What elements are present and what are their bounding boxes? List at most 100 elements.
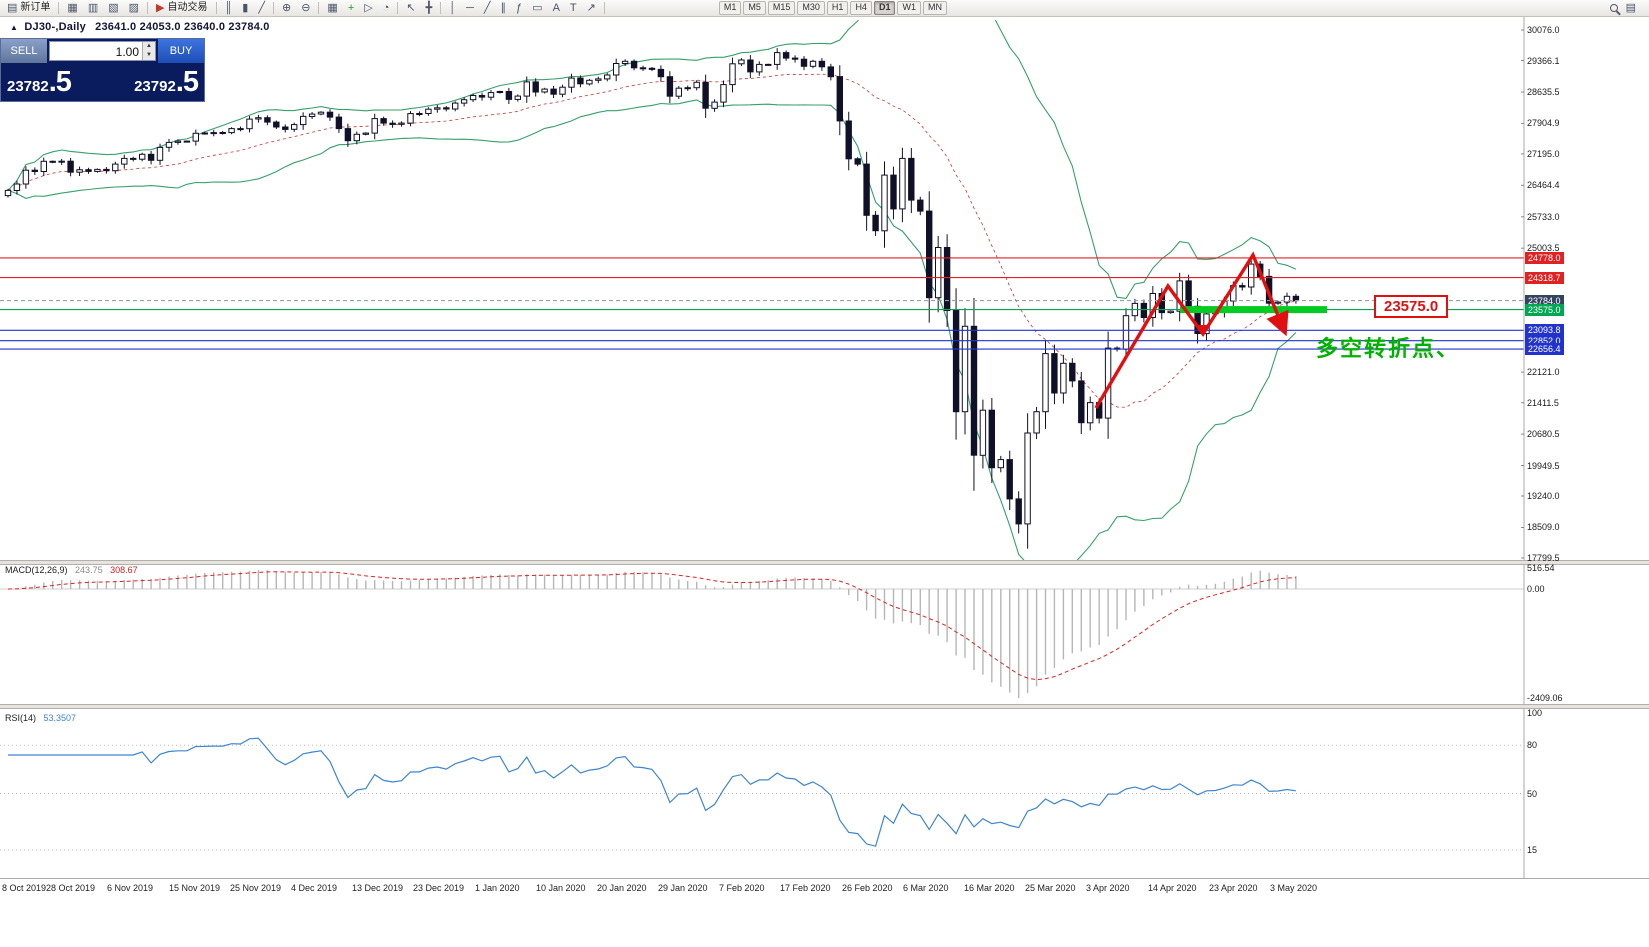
line-chart-icon: ╱ xyxy=(258,1,265,14)
zoom-out-icon: ⊖ xyxy=(301,1,311,14)
tf-h4[interactable]: H4 xyxy=(850,1,872,15)
arrow-tool-icon: ↗ xyxy=(586,1,596,14)
price-axis-label: 28635.5 xyxy=(1527,87,1560,97)
bar-chart-icon[interactable]: ║ xyxy=(221,1,237,16)
navigator-icon: ▧ xyxy=(108,1,119,14)
new-chart-icon[interactable]: + xyxy=(344,1,358,16)
turning-point-note: 多空转折点、 xyxy=(1316,336,1461,361)
date-axis-label: 1 Jan 2020 xyxy=(475,883,520,893)
date-axis-label: 3 Apr 2020 xyxy=(1086,883,1130,893)
support-highlight-bar[interactable] xyxy=(1180,306,1327,314)
chart-shift-icon[interactable]: ◔ xyxy=(379,1,394,16)
find-symbol-icon[interactable] xyxy=(1609,4,1618,12)
price-axis-label: 30076.0 xyxy=(1527,25,1560,35)
text-label-icon[interactable]: T xyxy=(566,1,581,16)
tf-d1[interactable]: D1 xyxy=(873,1,896,15)
date-axis-label: 26 Feb 2020 xyxy=(842,883,893,893)
tf-m30[interactable]: M30 xyxy=(797,1,825,15)
toolbar-right-group: ▤ xyxy=(1607,1,1641,16)
text-icon[interactable]: A xyxy=(549,1,564,16)
date-axis-label: 23 Apr 2020 xyxy=(1209,883,1258,893)
market-watch-icon[interactable]: ▦ xyxy=(63,1,81,16)
channel-icon[interactable]: ∥ xyxy=(497,1,511,16)
zoom-out-icon[interactable]: ⊖ xyxy=(297,1,314,16)
auto-trading-button-label: 自动交易 xyxy=(167,2,208,13)
fibonacci-icon[interactable]: ƒ xyxy=(512,1,526,16)
date-axis-label: 15 Nov 2019 xyxy=(169,883,221,893)
rsi-panel xyxy=(0,737,1524,851)
symbol-name: DJ30-,Daily xyxy=(24,21,86,33)
date-axis-label: 25 Mar 2020 xyxy=(1025,883,1076,893)
candles xyxy=(4,48,1300,549)
sell-price[interactable]: 23782.5 xyxy=(7,65,72,99)
rsi-value: 53.3507 xyxy=(43,713,77,723)
macd-value-main: 243.75 xyxy=(75,565,103,575)
auto-scroll-icon: ▷ xyxy=(364,1,373,14)
chart-shift-icon: ◔ xyxy=(382,1,390,14)
date-axis-label: 6 Nov 2019 xyxy=(107,883,154,893)
volume-stepper: ▲ ▼ xyxy=(142,42,155,60)
horizontal-line-icon[interactable]: ─ xyxy=(462,1,478,16)
cursor-icon: ↖ xyxy=(406,1,416,14)
toolbar-separator xyxy=(397,2,399,14)
tf-m5[interactable]: M5 xyxy=(743,1,766,15)
date-axis-label: 23 Dec 2019 xyxy=(413,883,465,893)
buy-price[interactable]: 23792.5 xyxy=(134,66,199,99)
terminal-icon[interactable]: ▨ xyxy=(125,1,143,16)
panel-separator-macd[interactable] xyxy=(0,560,1649,565)
one-click-trade-panel: SELL 1.00 ▲ ▼ BUY 23782.5 23792.5 xyxy=(0,38,205,102)
sell-button[interactable]: SELL xyxy=(1,39,47,63)
tf-h1[interactable]: H1 xyxy=(826,1,849,15)
tile-windows-icon[interactable]: ▦ xyxy=(323,1,341,16)
vertical-line-icon[interactable]: │ xyxy=(445,1,460,16)
price-axis-label: 22121.0 xyxy=(1527,367,1560,377)
toolbar-separator xyxy=(440,2,442,14)
tf-m1[interactable]: M1 xyxy=(718,1,742,15)
tf-m15[interactable]: M15 xyxy=(767,1,796,15)
market-watch-icon: ▦ xyxy=(67,1,78,14)
toolbar-separator xyxy=(318,2,320,14)
trendline-icon[interactable]: ╱ xyxy=(480,1,495,16)
sell-price-pip: .5 xyxy=(48,65,72,98)
date-axis-label: 8 Oct 2019 xyxy=(2,883,47,893)
buy-button[interactable]: BUY xyxy=(158,39,204,63)
data-window-icon[interactable]: ▥ xyxy=(84,1,102,16)
volume-up-icon[interactable]: ▲ xyxy=(143,42,155,51)
cursor-icon[interactable]: ↖ xyxy=(402,1,419,16)
price-line-label: 22656.4 xyxy=(1525,343,1564,355)
navigator-icon[interactable]: ▧ xyxy=(104,1,122,16)
zoom-in-icon[interactable]: ⊕ xyxy=(278,1,295,16)
date-axis-label: 4 Dec 2019 xyxy=(291,883,338,893)
panel-separator-rsi[interactable] xyxy=(0,704,1649,709)
volume-down-icon[interactable]: ▼ xyxy=(143,51,155,60)
text-label-icon: T xyxy=(569,1,577,14)
auto-trading-button[interactable]: ▶ 自动交易 xyxy=(152,1,211,16)
price-panel xyxy=(0,20,1524,560)
crosshair-icon[interactable]: ╋ xyxy=(422,1,437,16)
rsi-name: RSI(14) xyxy=(5,713,37,723)
price-axis-label: 21411.5 xyxy=(1527,398,1559,408)
data-sheet-icon[interactable]: ▤ xyxy=(1622,1,1640,16)
volume-input[interactable]: 1.00 xyxy=(115,45,139,59)
shapes-icon: ▭ xyxy=(532,1,543,14)
price-line-label: 24318.7 xyxy=(1525,272,1564,284)
crosshair-icon: ╋ xyxy=(425,1,433,14)
bar-chart-icon: ║ xyxy=(224,1,233,14)
date-axis-label: 16 Mar 2020 xyxy=(964,883,1015,893)
timeframe-toolbar: M1 M5 M15 M30 H1 H4 D1 W1 MN xyxy=(718,1,948,15)
shapes-icon[interactable]: ▭ xyxy=(528,1,546,16)
rsi-axis-label: 15 xyxy=(1527,845,1538,855)
auto-scroll-icon[interactable]: ▷ xyxy=(360,1,376,16)
tf-w1[interactable]: W1 xyxy=(897,1,921,15)
tf-mn[interactable]: MN xyxy=(922,1,947,15)
macd-value-signal: 308.67 xyxy=(110,565,138,575)
line-chart-icon[interactable]: ╱ xyxy=(254,1,269,16)
toolbar-separator xyxy=(215,2,217,14)
candlestick-chart-icon[interactable]: ▮ xyxy=(238,1,252,16)
horizontal-line-icon: ─ xyxy=(466,1,474,14)
new-order-button: ▤ xyxy=(7,1,18,14)
date-axis-label: 29 Jan 2020 xyxy=(658,883,708,893)
new-order-button[interactable]: ▤ 新订单 xyxy=(3,1,54,16)
arrow-tool-icon[interactable]: ↗ xyxy=(583,1,600,16)
